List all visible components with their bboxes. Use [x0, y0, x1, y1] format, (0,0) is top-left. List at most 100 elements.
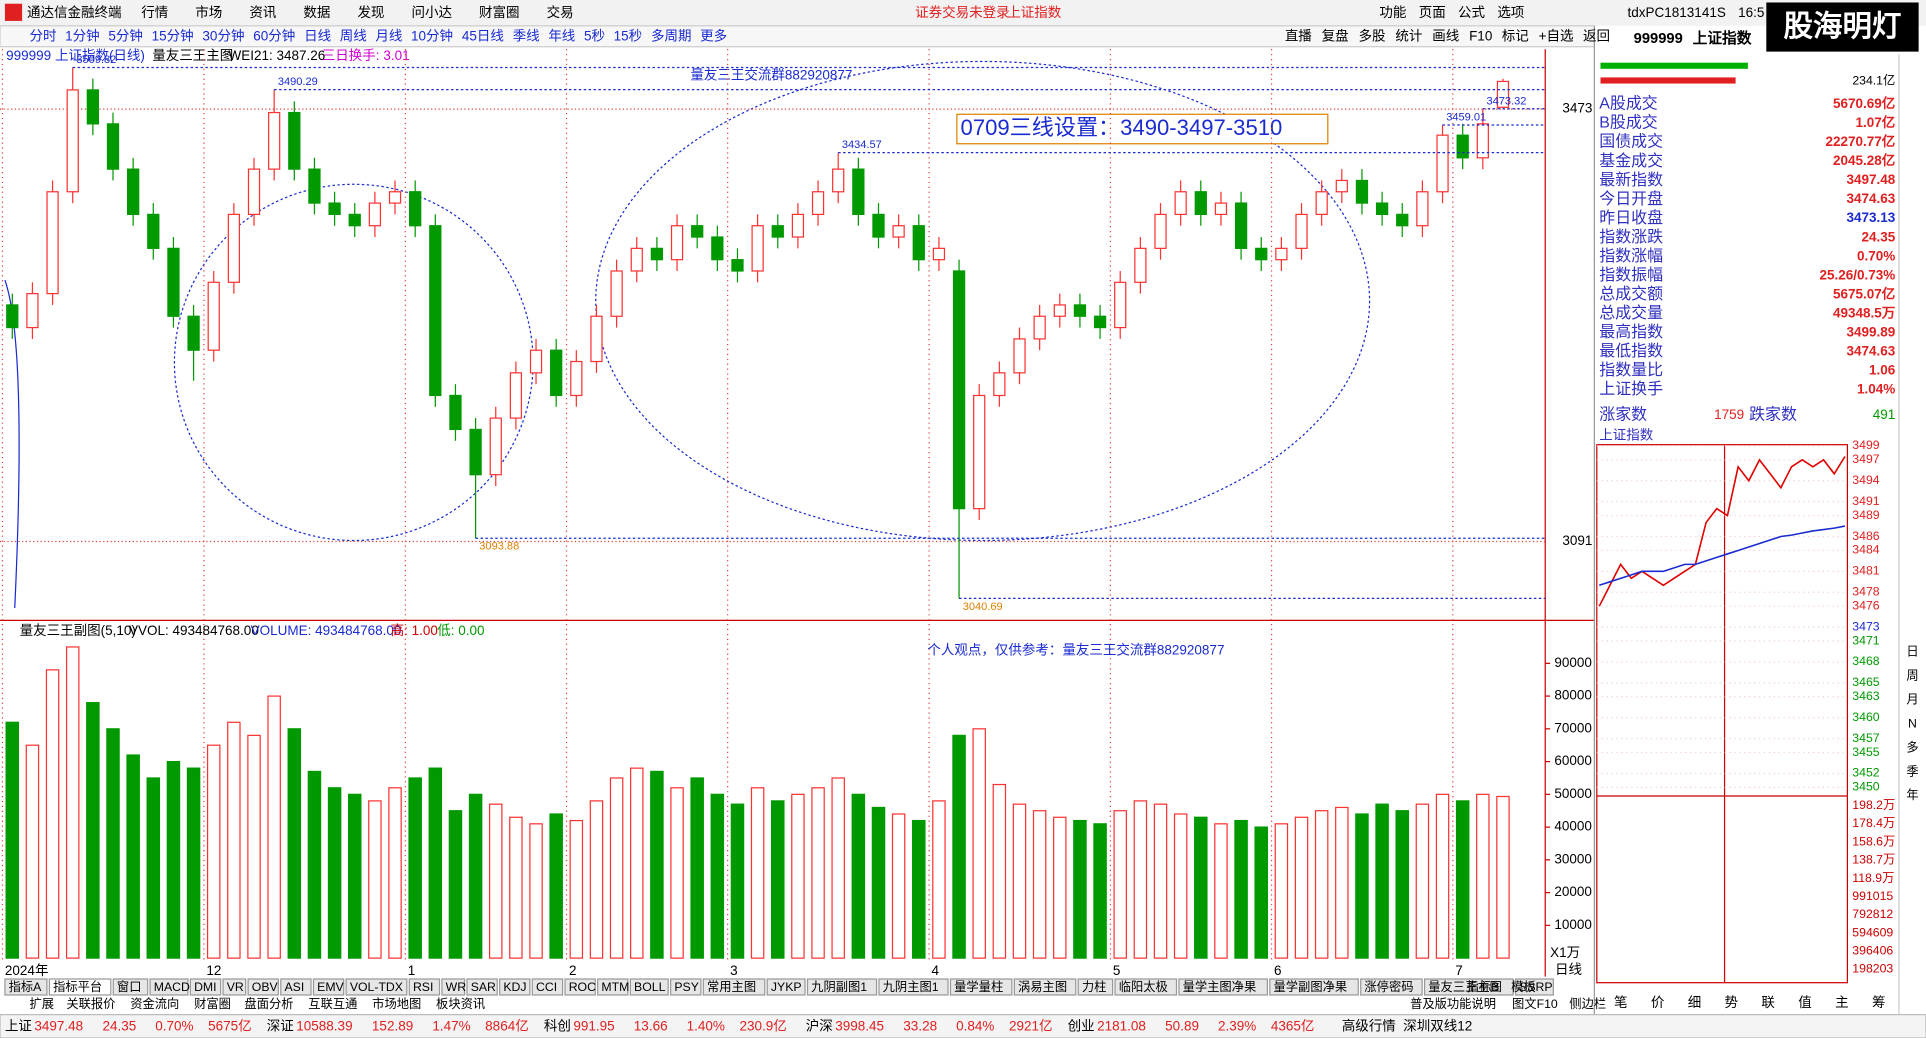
period-button[interactable]: 季线 — [513, 28, 540, 43]
menu-item[interactable]: 数据 — [303, 5, 330, 20]
period-button[interactable]: 月线 — [375, 28, 402, 43]
toolbar-button[interactable]: 多股 — [1359, 27, 1387, 43]
period-button[interactable]: 多周期 — [651, 27, 692, 43]
period-button[interactable]: 10分钟 — [411, 27, 453, 43]
side-button[interactable]: 月 — [1906, 692, 1918, 706]
tab[interactable]: MACD — [154, 980, 190, 994]
period-button[interactable]: 日线 — [304, 28, 331, 43]
period-button[interactable]: 1分钟 — [65, 27, 100, 43]
panel-tab[interactable]: 势 — [1725, 995, 1738, 1010]
tab[interactable]: WR — [446, 980, 467, 994]
status-item[interactable]: 高级行情 — [1342, 1017, 1396, 1033]
tab[interactable]: 临阳太极 — [1119, 979, 1168, 994]
tab[interactable]: PSY — [674, 980, 699, 994]
panel-tab[interactable]: 联 — [1761, 995, 1775, 1010]
tab[interactable]: DMI — [194, 980, 216, 994]
tab[interactable]: 指标B — [1467, 979, 1500, 994]
side-button[interactable]: 年 — [1906, 788, 1918, 802]
period-button[interactable]: 30分钟 — [202, 27, 244, 43]
period-button[interactable]: 5秒 — [584, 28, 605, 43]
period-button[interactable]: 更多 — [700, 27, 727, 43]
menu-item[interactable]: 交易 — [547, 4, 574, 20]
tab[interactable]: EMV — [317, 980, 344, 994]
status-item[interactable]: 深圳双线12 — [1403, 1018, 1472, 1033]
period-button[interactable]: 60分钟 — [253, 27, 295, 43]
toolbar-button[interactable]: +自选 — [1539, 28, 1574, 43]
toolbar-button[interactable]: 画线 — [1432, 28, 1459, 43]
period-button[interactable]: 45日线 — [462, 28, 504, 43]
period-button[interactable]: 15分钟 — [152, 27, 194, 43]
tab[interactable]: 窗口 — [117, 980, 142, 994]
panel-tab[interactable]: 笔 — [1614, 995, 1627, 1010]
menu-item[interactable]: 选项 — [1497, 5, 1524, 20]
panel-tab[interactable]: 价 — [1651, 995, 1665, 1010]
period-button[interactable]: 周线 — [340, 28, 367, 43]
menu-item[interactable]: 问小达 — [411, 5, 452, 20]
tab[interactable]: SSRP — [1519, 980, 1552, 994]
tab[interactable]: 指标A — [9, 979, 43, 994]
toolbar-button[interactable]: 统计 — [1395, 28, 1422, 43]
link[interactable]: 财富圈 — [194, 996, 231, 1011]
tab[interactable]: KDJ — [503, 980, 526, 994]
menu-item[interactable]: 公式 — [1458, 5, 1486, 20]
link[interactable]: 资金流向 — [130, 996, 179, 1011]
side-button[interactable]: 周 — [1906, 668, 1918, 682]
link[interactable]: 盘面分析 — [244, 996, 293, 1011]
toolbar-button[interactable]: F10 — [1469, 28, 1492, 43]
side-button[interactable]: 季 — [1906, 764, 1918, 778]
tab[interactable]: VR — [227, 980, 244, 994]
link[interactable]: 互联互通 — [308, 997, 357, 1011]
menu-item[interactable]: 市场 — [195, 4, 222, 20]
tab[interactable]: RSI — [413, 980, 433, 994]
tab[interactable]: ASI — [284, 980, 304, 994]
tab[interactable]: 量学量柱 — [954, 979, 1003, 994]
link[interactable]: 市场地图 — [372, 996, 421, 1011]
tab[interactable]: 涨停密码 — [1364, 979, 1413, 994]
tab[interactable]: 量友三王主图 — [1428, 980, 1502, 994]
side-button[interactable]: N — [1908, 716, 1917, 730]
tab[interactable]: 量学主图净果 — [1183, 979, 1257, 994]
panel-tab[interactable]: 主 — [1835, 995, 1849, 1010]
link[interactable]: 关联报价 — [66, 996, 115, 1011]
toolbar-button[interactable]: 直播 — [1285, 28, 1313, 43]
menu-item[interactable]: 财富圈 — [479, 4, 519, 20]
tab[interactable]: MTM — [601, 980, 629, 994]
tab[interactable]: OBV — [252, 980, 279, 994]
link[interactable]: 扩展 — [29, 997, 54, 1011]
tab[interactable]: CCI — [536, 980, 557, 994]
tab[interactable]: 力柱 — [1082, 979, 1107, 994]
period-button[interactable]: 5分钟 — [108, 27, 143, 43]
tab[interactable]: 指标平台 — [53, 979, 102, 994]
tab[interactable]: 常用主图 — [707, 980, 756, 994]
menu-item[interactable]: 页面 — [1419, 5, 1446, 20]
tab[interactable]: 量学副图净果 — [1274, 979, 1348, 994]
toolbar-button[interactable]: 标记 — [1502, 28, 1529, 43]
period-button[interactable]: 分时 — [29, 28, 56, 43]
link[interactable]: 普及版功能说明 — [1410, 996, 1496, 1011]
side-button[interactable]: 日 — [1906, 645, 1918, 659]
link[interactable]: 侧边栏 — [1569, 996, 1606, 1011]
link[interactable]: 板块资讯 — [436, 997, 485, 1011]
panel-tab[interactable]: 筹 — [1872, 994, 1885, 1010]
tab[interactable]: SAR — [471, 980, 496, 994]
tab[interactable]: BOLL — [634, 980, 666, 994]
tab[interactable]: 九阴主图1 — [883, 980, 939, 994]
tab[interactable]: VOL-TDX — [350, 980, 403, 994]
tab[interactable]: 九阴副图1 — [811, 979, 867, 994]
panel-tab[interactable]: 细 — [1688, 995, 1701, 1010]
period-button[interactable]: 15秒 — [614, 28, 643, 43]
menu-item[interactable]: 功能 — [1379, 5, 1406, 20]
link[interactable]: 图文F10 — [1512, 996, 1558, 1011]
menu-item[interactable]: 发现 — [357, 5, 384, 20]
side-button[interactable]: 多 — [1906, 740, 1918, 754]
period-button[interactable]: 年线 — [548, 28, 575, 43]
tab[interactable]: ROC — [569, 980, 596, 994]
panel-tab[interactable]: 值 — [1798, 995, 1811, 1010]
toolbar-button[interactable]: 返回 — [1583, 28, 1610, 43]
menu-item[interactable]: 行情 — [141, 5, 168, 20]
tab[interactable]: JYKP — [771, 980, 802, 994]
menu-item[interactable]: 资讯 — [249, 5, 276, 20]
tab[interactable]: 模板 — [1511, 980, 1536, 994]
toolbar-button[interactable]: 复盘 — [1322, 27, 1349, 43]
tab[interactable]: 涡易主图 — [1018, 980, 1067, 994]
